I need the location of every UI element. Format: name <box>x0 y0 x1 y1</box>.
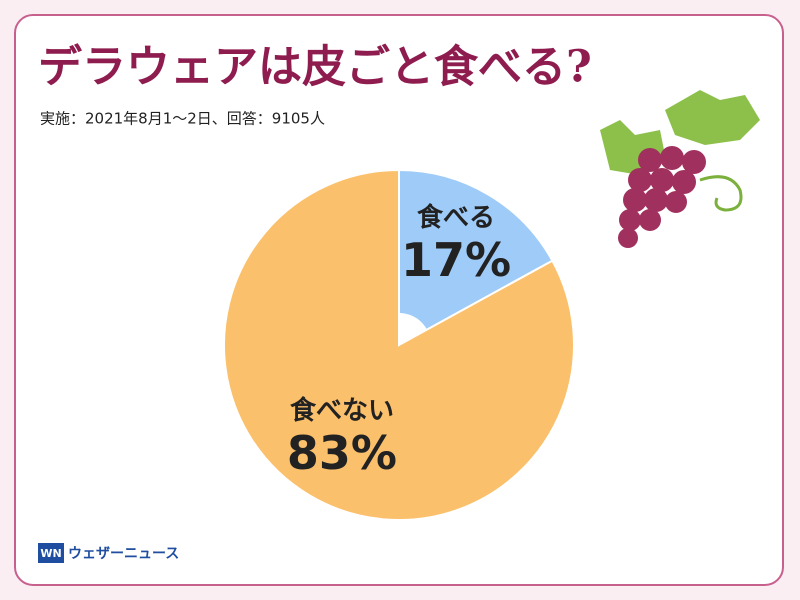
chart-title: デラウェアは皮ごと食べる? <box>38 42 592 93</box>
slice-value-label: 83% <box>287 426 397 480</box>
chart-subtitle: 実施：2021年8月1～2日、回答：9105人 <box>40 110 325 128</box>
slice-value-label: 17% <box>401 233 511 287</box>
pie-slice <box>223 168 575 521</box>
slice-label: 食べる <box>417 202 495 233</box>
logo-text: ウェザーニュース <box>68 546 179 562</box>
logo-mark: WN <box>38 543 64 563</box>
slice-label: 食べない <box>290 395 394 426</box>
svg-text:WN: WN <box>40 547 61 560</box>
grapes <box>600 90 760 248</box>
pie-slice <box>398 168 554 347</box>
